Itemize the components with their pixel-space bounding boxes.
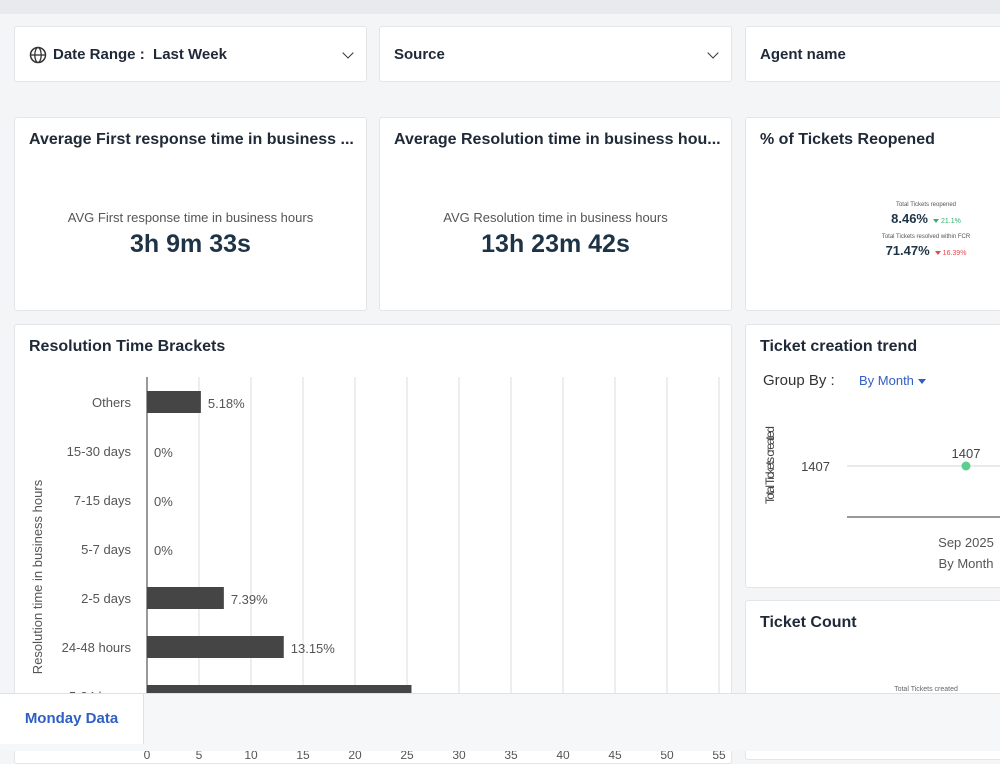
- item-value: 8.46%: [891, 211, 928, 226]
- metric-label: Total Tickets created: [894, 686, 958, 693]
- metric-value: 3h 9m 33s: [130, 230, 251, 258]
- chart-card: Ticket creation trend Group By : By Mont…: [745, 324, 1000, 588]
- card-title: Average Resolution time in business hou.…: [394, 131, 721, 148]
- group-by-select[interactable]: By Month: [859, 373, 926, 388]
- item-change: 21.1%: [933, 218, 961, 225]
- y-axis-title: Resolution time in business hours: [30, 479, 45, 674]
- y-tick-label: 7-15 days: [74, 493, 132, 508]
- bar: [147, 391, 201, 413]
- y-axis-title: Total Tickets created: [763, 426, 777, 504]
- metric-label: AVG Resolution time in business hours: [443, 210, 668, 225]
- reopened-list: Total Tickets reopened 8.46% 21.1% Total Ti…: [746, 202, 1000, 266]
- metric-label: AVG First response time in business hour…: [67, 210, 314, 225]
- change-value: 16.39%: [942, 250, 967, 257]
- bar: [147, 587, 224, 609]
- value-label: 0%: [154, 543, 173, 558]
- value-label: 5.18%: [208, 396, 245, 411]
- change-value: 21.1%: [941, 218, 961, 225]
- y-tick-label: 2-5 days: [81, 591, 131, 606]
- dropdown-caret: [917, 379, 926, 385]
- change-arrow: [934, 251, 941, 255]
- value-label: 13.15%: [291, 641, 336, 656]
- y-tick-label: Others: [92, 395, 132, 410]
- tab-bar: Monday Data: [0, 693, 1000, 751]
- reopened-item: Total Tickets resolved within FCR 71.47% 1…: [746, 234, 1000, 260]
- item-row: 8.46% 21.1%: [746, 210, 1000, 228]
- filter-name: Date Range :: [53, 46, 145, 63]
- globe-icon: [29, 46, 47, 64]
- metric-card: Average First response time in business …: [14, 117, 367, 311]
- source-filter[interactable]: Source: [379, 26, 732, 82]
- x-axis-title: By Month: [939, 556, 994, 571]
- card-title: % of Tickets Reopened: [760, 131, 935, 148]
- reopened-item: Total Tickets reopened 8.46% 21.1%: [746, 202, 1000, 228]
- sheet-tab[interactable]: Monday Data: [0, 694, 144, 744]
- date-filter[interactable]: Date Range : Last Week: [14, 26, 367, 82]
- filter-label: Source: [394, 46, 445, 63]
- metric-value: 13h 23m 42s: [481, 230, 630, 258]
- item-label: Total Tickets resolved within FCR: [881, 234, 971, 240]
- agent-filter[interactable]: Agent name: [745, 26, 1000, 82]
- filter-label: Agent name: [760, 46, 846, 63]
- bar: [147, 636, 284, 658]
- metric-card: Average Resolution time in business hou.…: [379, 117, 732, 311]
- change-arrow: [933, 219, 939, 223]
- item-row: 71.47% 16.39%: [746, 242, 1000, 260]
- group-by-label: Group By :: [763, 372, 835, 389]
- y-tick-label: 5-7 days: [81, 542, 131, 557]
- y-tick-label: 15-30 days: [67, 444, 132, 459]
- chart-card: Resolution Time Brackets 0 5 10 15 20 25 30 35 4…: [14, 324, 732, 764]
- data-point: [961, 461, 971, 471]
- y-tick-label: 1407: [801, 459, 830, 474]
- filter-value: Last Week: [153, 46, 227, 63]
- filter-label: Date Range : Last Week: [53, 46, 227, 63]
- card-title: Average First response time in business …: [29, 131, 354, 148]
- chevron: [342, 47, 354, 59]
- top-bar: [0, 0, 1000, 14]
- x-tick-label: Sep 2025: [938, 535, 994, 550]
- value-label: 0%: [154, 494, 173, 509]
- value-label: 7.39%: [231, 592, 268, 607]
- line-chart: Total Tickets created 1407 1407 Sep 2025 By …: [763, 426, 1000, 571]
- item-change: 16.39%: [934, 250, 967, 257]
- data-label: 1407: [952, 446, 981, 461]
- card-title: Resolution Time Brackets: [29, 338, 226, 355]
- card-title: Ticket Count: [760, 614, 857, 631]
- group-by-value: By Month: [859, 373, 914, 388]
- metric-card: % of Tickets Reopened Total Tickets reop…: [745, 117, 1000, 311]
- item-label: Total Tickets reopened: [895, 202, 957, 208]
- card-title: Ticket creation trend: [760, 338, 918, 355]
- value-label: 0%: [154, 445, 173, 460]
- item-value: 71.47%: [885, 243, 930, 258]
- chevron: [707, 47, 719, 59]
- y-tick-label: 24-48 hours: [62, 640, 132, 655]
